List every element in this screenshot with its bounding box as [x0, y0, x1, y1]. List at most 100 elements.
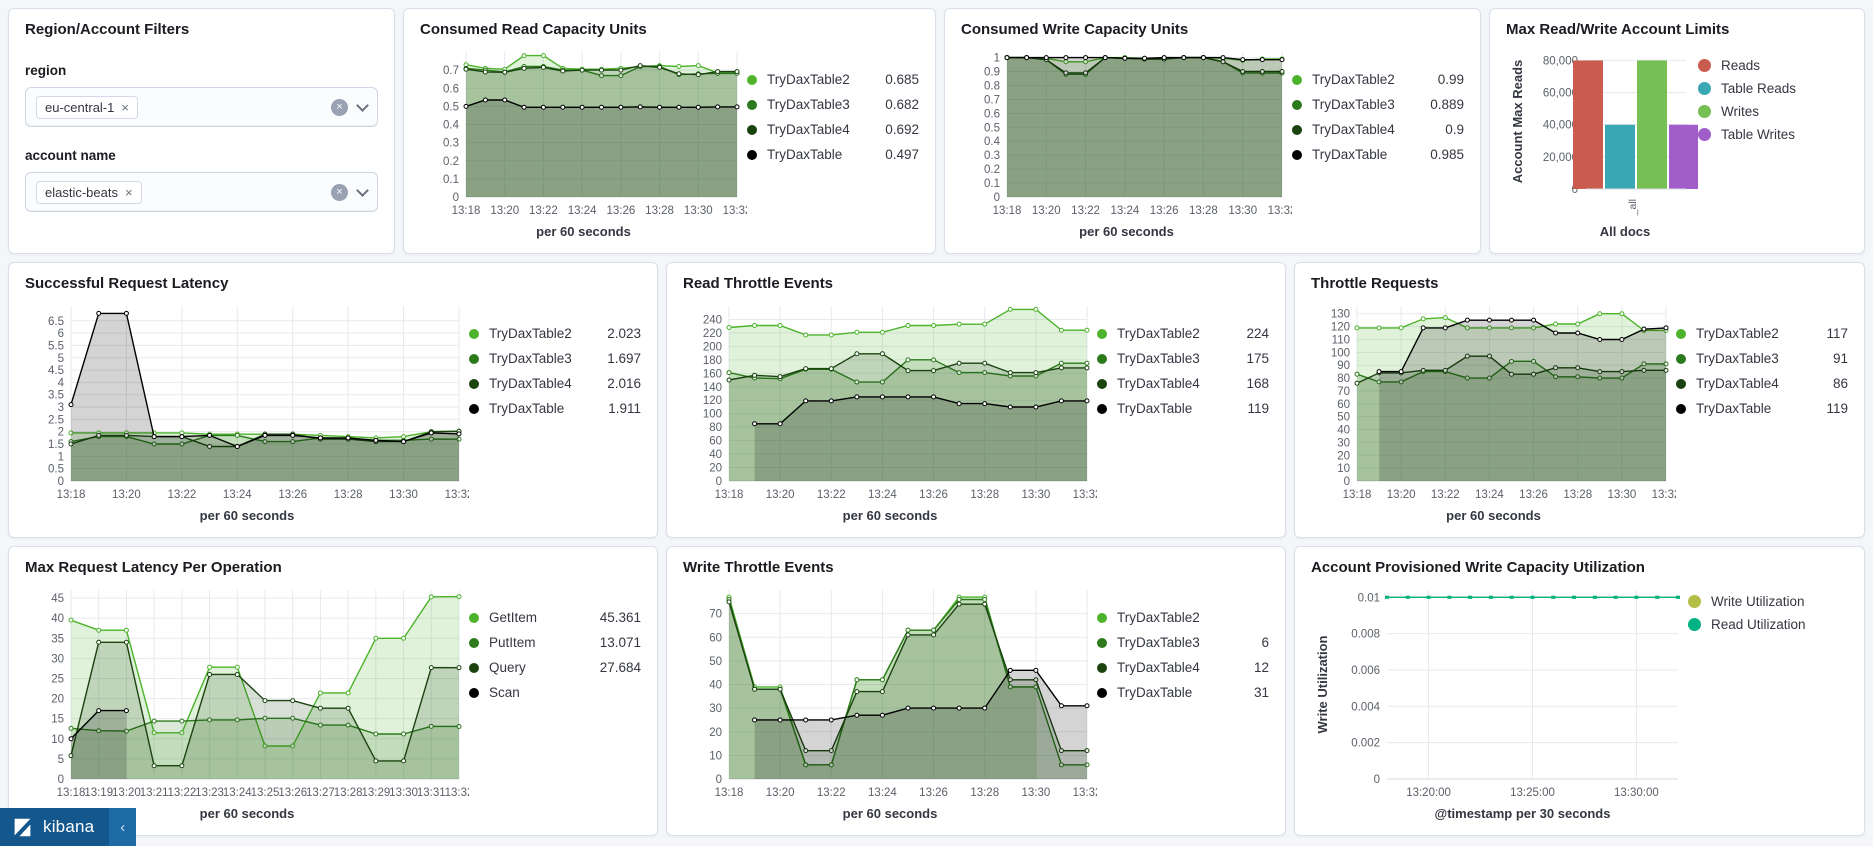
- nav-collapse-button[interactable]: ‹: [109, 808, 137, 846]
- legend-item[interactable]: Write Utilization: [1688, 594, 1848, 609]
- svg-text:13:30: 13:30: [389, 489, 418, 501]
- legend-item[interactable]: TryDaxTable3 0.682: [747, 97, 919, 112]
- legend-series-dot-icon: [1097, 378, 1107, 389]
- legend-item[interactable]: TryDaxTable4 12: [1097, 660, 1269, 675]
- legend-item[interactable]: TryDaxTable2 0.685: [747, 72, 919, 87]
- legend-series-label: TryDaxTable2: [1117, 326, 1200, 341]
- legend-series-label: PutItem: [489, 635, 536, 650]
- legend-item[interactable]: TryDaxTable4 2.016: [469, 376, 641, 391]
- legend-series-label: TryDaxTable2: [489, 326, 572, 341]
- chart-svg: 0 0.002 0.004 0.006 0.008 0.01 13:20:00 13:25:0…: [1315, 590, 1680, 799]
- legend-item[interactable]: Table Writes: [1698, 127, 1848, 142]
- svg-text:13:30: 13:30: [1228, 205, 1257, 217]
- svg-text:0: 0: [1344, 476, 1350, 488]
- svg-text:13:20: 13:20: [1387, 489, 1416, 501]
- svg-text:0: 0: [716, 476, 722, 488]
- legend-item[interactable]: TryDaxTable2 117: [1676, 326, 1848, 341]
- svg-text:0: 0: [1374, 774, 1380, 786]
- svg-text:13:18: 13:18: [57, 787, 86, 799]
- chart-throttle-requests[interactable]: 0 10 20 30 40 50 60 70 80 90 100 110 120 130 13:18 13:2…: [1311, 296, 1676, 507]
- legend-series-dot-icon: [1097, 612, 1107, 623]
- svg-text:13:19: 13:19: [84, 787, 113, 799]
- region-selected-pill[interactable]: eu-central-1 ×: [36, 95, 138, 119]
- legend-series-dot-icon: [747, 124, 757, 135]
- svg-text:0: 0: [716, 774, 722, 786]
- legend-item[interactable]: TryDaxTable4 86: [1676, 376, 1848, 391]
- legend-item[interactable]: Read Utilization: [1688, 617, 1848, 632]
- svg-text:13:28: 13:28: [970, 787, 999, 799]
- svg-text:13:24: 13:24: [868, 489, 897, 501]
- svg-text:240: 240: [703, 314, 722, 326]
- region-combobox[interactable]: eu-central-1 × ×: [25, 87, 378, 127]
- legend-item[interactable]: PutItem 13.071: [469, 635, 641, 650]
- legend-item[interactable]: Scan: [469, 685, 641, 700]
- legend-item[interactable]: TryDaxTable3 91: [1676, 351, 1848, 366]
- panel-title: Region/Account Filters: [25, 21, 190, 38]
- legend-item[interactable]: TryDaxTable4 0.9: [1292, 122, 1464, 137]
- chart-write-throttle-events[interactable]: 0 10 20 30 40 50 60 70 13:18 13:20 13:22 13:24 13:26…: [683, 580, 1097, 805]
- svg-text:0.8: 0.8: [984, 80, 1000, 92]
- svg-text:60: 60: [709, 632, 722, 644]
- legend-item[interactable]: TryDaxTable2: [1097, 610, 1269, 625]
- panel-title: Consumed Read Capacity Units: [420, 21, 647, 38]
- pill-remove-icon[interactable]: ×: [121, 99, 129, 115]
- svg-text:0.1: 0.1: [984, 178, 1000, 190]
- svg-text:13:18: 13:18: [452, 205, 481, 217]
- kibana-brand-text: kibana: [43, 817, 95, 836]
- legend-item[interactable]: Writes: [1698, 104, 1848, 119]
- kibana-logo-icon: [14, 818, 31, 836]
- svg-text:140: 140: [703, 382, 722, 394]
- legend-series-dot-icon: [1676, 403, 1686, 414]
- pill-remove-icon[interactable]: ×: [124, 184, 133, 200]
- combobox-clear-button[interactable]: ×: [331, 98, 348, 116]
- legend-series-value: 119: [1826, 401, 1848, 416]
- legend-series-dot-icon: [469, 687, 479, 698]
- legend-series-label: TryDaxTable4: [1696, 376, 1779, 391]
- chart-consumed-read-capacity[interactable]: 0 0.1 0.2 0.3 0.4 0.5 0.6 0.7 13:18 13:20 13:22 13:…: [420, 42, 747, 223]
- legend-item[interactable]: TryDaxTable4 168: [1097, 376, 1269, 391]
- chart-max-account-limits[interactable]: 0 20,000 40,000 60,000 80,000 _all Account Max…: [1506, 42, 1698, 223]
- legend-item[interactable]: TryDaxTable3 6: [1097, 635, 1269, 650]
- legend-item[interactable]: TryDaxTable4 0.692: [747, 122, 919, 137]
- chevron-down-icon[interactable]: [356, 183, 369, 197]
- legend-item[interactable]: Table Reads: [1698, 81, 1848, 96]
- legend-item[interactable]: TryDaxTable2 0.99: [1292, 72, 1464, 87]
- combobox-clear-button[interactable]: ×: [331, 183, 348, 201]
- chart-successful-request-latency[interactable]: 0 0.5 1 1.5 2 2.5 3 3.5 4 4.5 5 5.5 6 6.5 13:18 13:20 13…: [25, 296, 469, 507]
- legend-item[interactable]: TryDaxTable 0.985: [1292, 147, 1464, 162]
- chart-read-throttle-events[interactable]: 0 20 40 60 80 100 120 140 160 180 200 220 240 13:18 13…: [683, 296, 1097, 507]
- legend-item[interactable]: Query 27.684: [469, 660, 641, 675]
- account-name-combobox[interactable]: elastic-beats × ×: [25, 172, 378, 212]
- legend-item[interactable]: TryDaxTable3 175: [1097, 351, 1269, 366]
- legend-item[interactable]: TryDaxTable 31: [1097, 685, 1269, 700]
- legend-item[interactable]: TryDaxTable 1.911: [469, 401, 641, 416]
- svg-text:13:20: 13:20: [766, 489, 795, 501]
- legend-series-value: 1.911: [608, 401, 641, 416]
- legend-item[interactable]: TryDaxTable2 224: [1097, 326, 1269, 341]
- svg-text:0.5: 0.5: [48, 464, 64, 476]
- svg-text:0.5: 0.5: [984, 122, 1000, 134]
- chart-write-capacity-utilization[interactable]: 0 0.002 0.004 0.006 0.008 0.01 13:20:00 13:25:0…: [1311, 580, 1688, 805]
- legend-item[interactable]: TryDaxTable3 1.697: [469, 351, 641, 366]
- panel-title: Read Throttle Events: [683, 275, 834, 292]
- legend-item[interactable]: TryDaxTable3 0.889: [1292, 97, 1464, 112]
- x-axis-caption: per 60 seconds: [842, 508, 938, 523]
- x-axis-caption: per 60 seconds: [1079, 224, 1174, 239]
- chart-consumed-write-capacity[interactable]: 0 0.1 0.2 0.3 0.4 0.5 0.6 0.7 0.8 0.9 1 13:18 13:20 1…: [961, 42, 1292, 223]
- legend-series-label: Write Utilization: [1711, 594, 1805, 609]
- chart-max-request-latency[interactable]: 0 5 10 15 20 25 30 35 40 45 13:18 13:19 13:20 13:21 13…: [25, 580, 469, 805]
- legend-item[interactable]: TryDaxTable 119: [1097, 401, 1269, 416]
- legend-item[interactable]: GetItem 45.361: [469, 610, 641, 625]
- legend-item[interactable]: TryDaxTable 0.497: [747, 147, 919, 162]
- account-selected-pill[interactable]: elastic-beats ×: [36, 180, 142, 204]
- legend-series-label: TryDaxTable3: [767, 97, 850, 112]
- svg-text:0.5: 0.5: [443, 101, 459, 113]
- panel-throttle-requests: Throttle Requests 0 10 20 30 40 50 60 70 80 90 100…: [1294, 262, 1865, 538]
- svg-text:40: 40: [51, 613, 64, 625]
- legend-item[interactable]: Reads: [1698, 58, 1848, 73]
- svg-text:0.9: 0.9: [984, 67, 1000, 79]
- legend-item[interactable]: TryDaxTable 119: [1676, 401, 1848, 416]
- legend-item[interactable]: TryDaxTable2 2.023: [469, 326, 641, 341]
- chevron-down-icon[interactable]: [356, 98, 369, 112]
- svg-text:13:22: 13:22: [817, 489, 846, 501]
